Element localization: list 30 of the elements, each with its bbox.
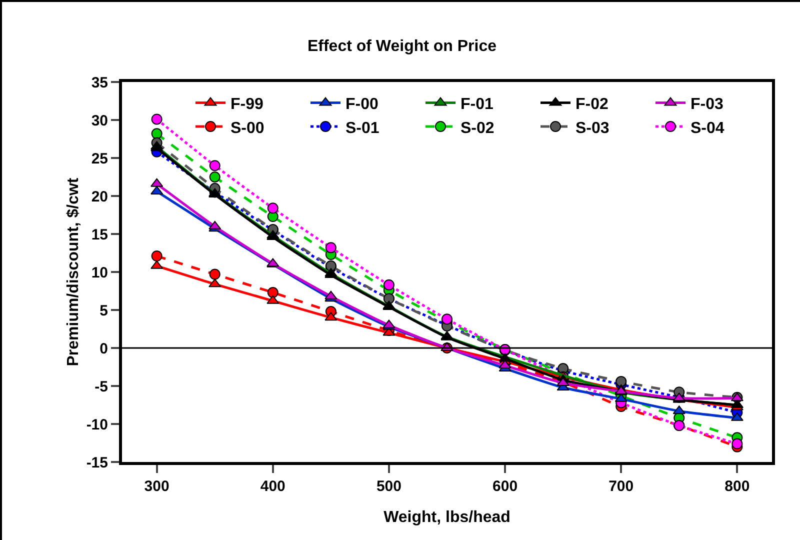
y-tick-label: -10 [86,416,108,434]
x-tick-label: 500 [376,478,402,495]
x-axis-title: Weight, lbs/head [384,509,510,526]
y-tick-label: 0 [100,340,108,358]
y-tick-label: -15 [86,454,108,472]
y-tick-label: 35 [91,74,108,92]
legend-label: S-01 [346,120,380,137]
x-tick-label: 600 [492,478,518,495]
x-tick-label: 400 [260,478,286,495]
y-tick-label: -5 [94,378,108,396]
legend-label: S-02 [460,120,494,137]
legend-label: F-99 [230,96,264,113]
legend-label: S-03 [576,120,610,137]
y-tick-label: 10 [91,264,108,282]
y-tick-label: 15 [91,226,108,244]
chart-title: Effect of Weight on Price [307,38,497,55]
legend-label: F-01 [460,96,494,113]
legend-label: S-00 [230,120,264,137]
y-tick-label: 30 [91,112,108,130]
y-axis-title: Premium/discount, $/cwt [65,177,82,366]
y-tick-label: 5 [100,302,108,320]
x-tick-label: 800 [724,478,750,495]
legend-label: F-03 [690,96,724,113]
y-tick-label: 20 [91,188,108,206]
x-tick-label: 300 [144,478,170,495]
legend-label: S-04 [690,120,724,137]
legend-label: F-02 [576,96,608,113]
legend-label: F-00 [346,96,378,113]
y-tick-label: 25 [91,150,108,168]
x-tick-label: 700 [608,478,634,495]
